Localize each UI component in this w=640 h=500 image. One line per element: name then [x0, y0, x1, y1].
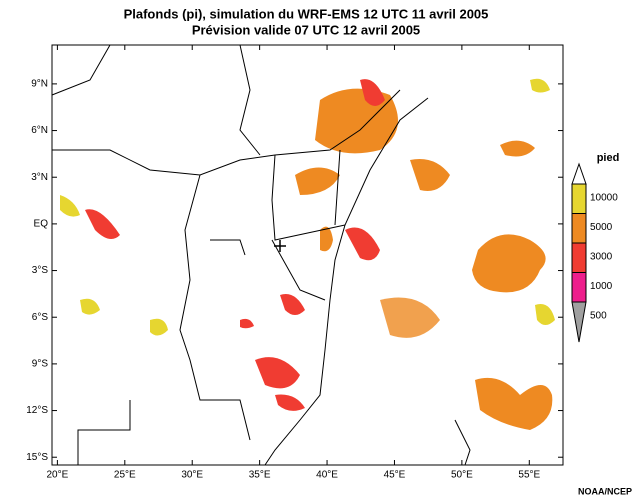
y-tick-label: 3°S: [32, 265, 49, 276]
x-tick-label: 40°E: [316, 470, 338, 481]
y-tick-label: 6°S: [32, 312, 49, 323]
cloud-fields: [60, 78, 555, 430]
field: [472, 234, 546, 293]
field: [280, 294, 305, 315]
x-tick-label: 55°E: [518, 470, 540, 481]
legend-title: pied: [597, 152, 620, 164]
legend-swatch: [571, 183, 587, 214]
border: [77, 400, 131, 465]
y-tick-label: 3°N: [31, 172, 48, 183]
field: [80, 298, 100, 315]
field: [240, 318, 254, 329]
border: [179, 174, 251, 441]
border: [51, 44, 111, 96]
field: [500, 140, 535, 157]
legend-swatch: [571, 301, 587, 343]
field: [475, 377, 553, 430]
field: [275, 394, 305, 411]
border: [271, 239, 326, 301]
field: [535, 304, 555, 325]
y-tick-label: 12°S: [26, 405, 48, 416]
border: [52, 89, 401, 176]
field: [255, 357, 300, 389]
border: [271, 154, 346, 241]
field: [320, 226, 333, 252]
y-tick-label: EQ: [34, 219, 49, 230]
field: [60, 195, 80, 217]
legend-swatch: [571, 242, 587, 273]
x-tick-label: 45°E: [384, 470, 406, 481]
field: [360, 79, 385, 106]
coastline: [264, 97, 429, 466]
x-tick-label: 35°E: [249, 470, 271, 481]
field: [380, 297, 440, 338]
coastline: [454, 419, 471, 466]
y-tick-label: 6°N: [31, 125, 48, 136]
field: [150, 318, 168, 336]
subtitle: Prévision valide 07 UTC 12 avril 2005: [192, 22, 420, 37]
legend-label: 10000: [590, 193, 618, 204]
legend-label: 5000: [590, 222, 613, 233]
legend-label: 500: [590, 311, 607, 322]
field: [85, 209, 120, 239]
boundaries: [51, 44, 471, 466]
field: [295, 167, 340, 195]
field: [410, 159, 450, 191]
border: [210, 239, 246, 256]
legend: 10000 5000 3000 1000 500: [571, 162, 618, 343]
legend-label: 1000: [590, 281, 613, 292]
legend-swatch: [571, 213, 587, 244]
marker: [274, 240, 286, 252]
field: [530, 78, 550, 93]
credit: NOAA/NCEP: [578, 486, 632, 496]
legend-swatch: [571, 272, 587, 303]
border: [239, 44, 261, 156]
y-tick-label: 15°S: [26, 452, 48, 463]
x-tick-label: 30°E: [181, 470, 203, 481]
x-tick-label: 50°E: [451, 470, 473, 481]
legend-label: 3000: [590, 252, 613, 263]
y-tick-label: 9°N: [31, 79, 48, 90]
border: [334, 149, 341, 226]
legend-cap: [571, 162, 587, 185]
x-tick-label: 25°E: [114, 470, 136, 481]
title: Plafonds (pi), simulation du WRF-EMS 12 …: [124, 6, 489, 21]
x-tick-label: 20°E: [46, 470, 68, 481]
map-area: [51, 44, 564, 466]
y-tick-label: 9°S: [32, 359, 49, 370]
field: [345, 227, 380, 261]
